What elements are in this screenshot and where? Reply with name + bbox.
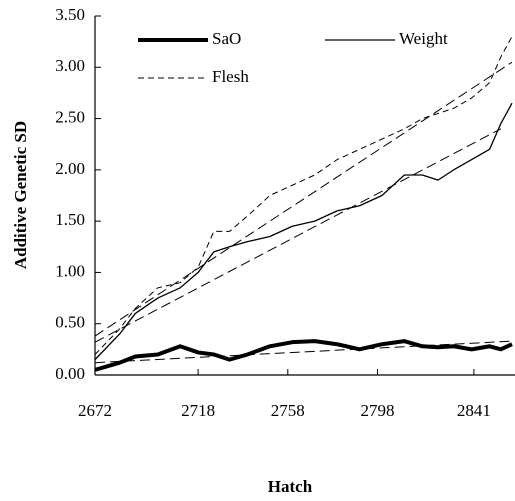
x-tick-label: 2758 bbox=[271, 401, 305, 420]
y-tick-label: 1.00 bbox=[55, 261, 85, 280]
x-tick-label: 2672 bbox=[78, 401, 112, 420]
y-tick-label: 2.50 bbox=[55, 107, 85, 126]
series-line bbox=[94, 102, 513, 361]
series-line bbox=[94, 339, 513, 372]
y-tick-label: 3.00 bbox=[55, 56, 85, 75]
x-axis-label: Hatch bbox=[268, 477, 313, 496]
x-tick-label: 2841 bbox=[457, 401, 491, 420]
legend-label: SaO bbox=[212, 29, 241, 48]
trend-line bbox=[94, 61, 513, 337]
x-tick-label: 2798 bbox=[360, 401, 394, 420]
y-tick-label: 3.50 bbox=[55, 5, 85, 24]
x-tick-label: 2718 bbox=[181, 401, 215, 420]
y-tick-label: 1.50 bbox=[55, 210, 85, 229]
y-axis-label: Additive Genetic SD bbox=[11, 121, 30, 269]
trend-line bbox=[94, 128, 502, 343]
y-tick-label: 0.00 bbox=[55, 364, 85, 383]
trend-line bbox=[94, 340, 513, 364]
legend-label: Flesh bbox=[212, 67, 249, 86]
legend-label: Weight bbox=[399, 29, 448, 48]
y-tick-label: 0.50 bbox=[55, 313, 85, 332]
y-tick-label: 2.00 bbox=[55, 159, 85, 178]
series-line bbox=[94, 36, 513, 355]
